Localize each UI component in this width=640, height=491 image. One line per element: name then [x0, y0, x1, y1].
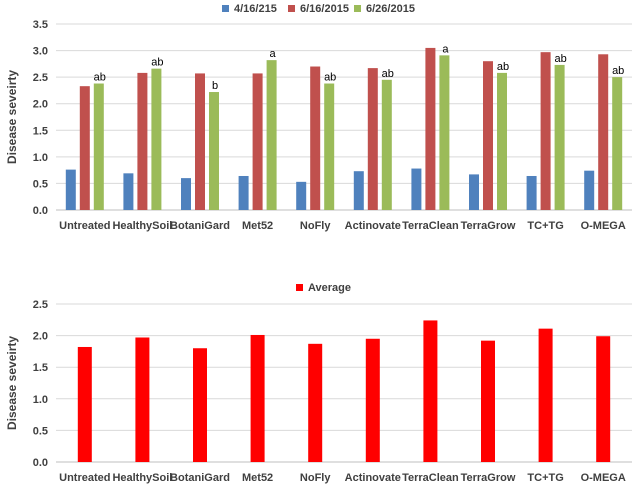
y-tick-label: 0.0 — [33, 457, 48, 469]
x-tick-label: TerraClean — [402, 220, 459, 232]
bar-6-26-2015 — [612, 77, 623, 211]
bar-4-16-215 — [411, 168, 422, 210]
legend-label: Average — [308, 282, 351, 294]
bar-6-26-2015 — [324, 83, 335, 210]
bar-average — [135, 337, 150, 462]
y-tick-label: 2.5 — [33, 72, 48, 84]
significance-letter: ab — [151, 57, 163, 69]
legend-swatch — [354, 5, 361, 12]
bar-average — [596, 336, 611, 462]
x-tick-label: O-MEGA — [581, 472, 626, 484]
y-tick-label: 0.5 — [33, 178, 48, 190]
x-tick-label: Met52 — [242, 220, 273, 232]
bar-4-16-215 — [123, 173, 134, 210]
bar-6-26-2015 — [381, 79, 392, 210]
x-tick-label: HealthySoil — [112, 472, 172, 484]
bar-average — [481, 340, 495, 462]
bar-6-16-2015 — [540, 52, 551, 211]
y-axis-label: Disease seveirty — [5, 70, 19, 164]
bar-4-16-215 — [238, 175, 249, 210]
y-tick-label: 3.5 — [33, 19, 48, 31]
bar-6-26-2015 — [209, 92, 219, 210]
bar-6-16-2015 — [598, 54, 609, 210]
bar-average — [77, 346, 92, 462]
x-tick-label: Untreated — [59, 472, 110, 484]
y-axis-label: Disease seveirty — [5, 336, 19, 430]
y-tick-label: 0.0 — [33, 205, 48, 217]
x-tick-label: O-MEGA — [581, 220, 626, 232]
x-tick-label: TC+TG — [527, 220, 563, 232]
significance-letter: ab — [497, 61, 509, 73]
legend-swatch — [222, 5, 229, 12]
y-tick-label: 0.5 — [33, 425, 48, 437]
legend-label: 4/16/215 — [234, 3, 277, 15]
bar-6-16-2015 — [310, 66, 321, 210]
significance-letter: ab — [554, 53, 566, 65]
significance-letter: ab — [324, 72, 336, 84]
x-tick-label: TerraGrow — [461, 220, 516, 232]
bar-average — [308, 343, 323, 462]
x-tick-label: BotaniGard — [170, 220, 230, 232]
y-tick-label: 2.0 — [33, 99, 48, 111]
significance-letter: ab — [612, 65, 624, 77]
chart-top-severity-by-date: 0.0 0.5 1.0 1.5 2.0 2.5 3.0 3.5 Disease seveirty… — [5, 3, 632, 232]
significance-letter: ab — [94, 72, 106, 84]
x-tick-label: NoFly — [300, 220, 331, 232]
x-tick-label: NoFly — [300, 472, 331, 484]
bar-6-16-2015 — [425, 47, 436, 210]
legend-swatch — [296, 284, 303, 291]
y-tick-label: 3.0 — [33, 46, 48, 58]
legend-swatch — [288, 5, 295, 12]
x-tick-label: BotaniGard — [170, 472, 230, 484]
significance-letter: a — [270, 48, 277, 60]
y-tick-label: 2.0 — [33, 331, 48, 343]
bar-6-16-2015 — [483, 61, 493, 211]
bar-6-26-2015 — [93, 83, 104, 210]
bar-4-16-215 — [296, 181, 307, 210]
bar-6-16-2015 — [137, 72, 148, 211]
bar-4-16-215 — [353, 171, 364, 210]
x-tick-label: Actinovate — [345, 472, 401, 484]
bar-4-16-215 — [526, 175, 537, 210]
bar-average — [250, 334, 265, 462]
significance-letter: b — [212, 80, 218, 92]
bar-6-26-2015 — [151, 68, 162, 210]
legend-label: 6/16/2015 — [300, 3, 349, 15]
bar-6-16-2015 — [252, 73, 263, 211]
bar-4-16-215 — [65, 169, 76, 210]
bar-6-16-2015 — [79, 86, 90, 210]
x-tick-label: Actinovate — [345, 220, 401, 232]
x-tick-label: TerraGrow — [461, 472, 516, 484]
significance-letter: ab — [382, 68, 394, 80]
y-tick-label: 2.5 — [33, 299, 48, 311]
y-tick-label: 1.0 — [33, 152, 48, 164]
y-tick-label: 1.0 — [33, 394, 48, 406]
y-tick-label: 1.5 — [33, 362, 48, 374]
x-tick-label: TC+TG — [527, 472, 563, 484]
x-tick-label: Met52 — [242, 472, 273, 484]
bar-average — [193, 348, 207, 462]
bar-average — [423, 320, 438, 462]
bar-6-26-2015 — [497, 72, 507, 211]
bar-6-16-2015 — [195, 73, 205, 211]
bar-6-26-2015 — [266, 60, 277, 210]
significance-letter: a — [442, 43, 449, 55]
x-tick-label: TerraClean — [402, 472, 459, 484]
y-tick-label: 1.5 — [33, 125, 48, 137]
bar-4-16-215 — [469, 174, 479, 210]
bar-4-16-215 — [584, 170, 595, 210]
bar-6-26-2015 — [439, 55, 450, 211]
bar-4-16-215 — [181, 178, 191, 210]
bar-6-16-2015 — [367, 68, 378, 210]
x-tick-label: HealthySoil — [112, 220, 172, 232]
x-tick-label: Untreated — [59, 220, 110, 232]
bar-average — [538, 328, 553, 462]
legend-label: 6/26/2015 — [366, 3, 415, 15]
bar-6-26-2015 — [554, 64, 565, 210]
bar-average — [365, 338, 380, 462]
